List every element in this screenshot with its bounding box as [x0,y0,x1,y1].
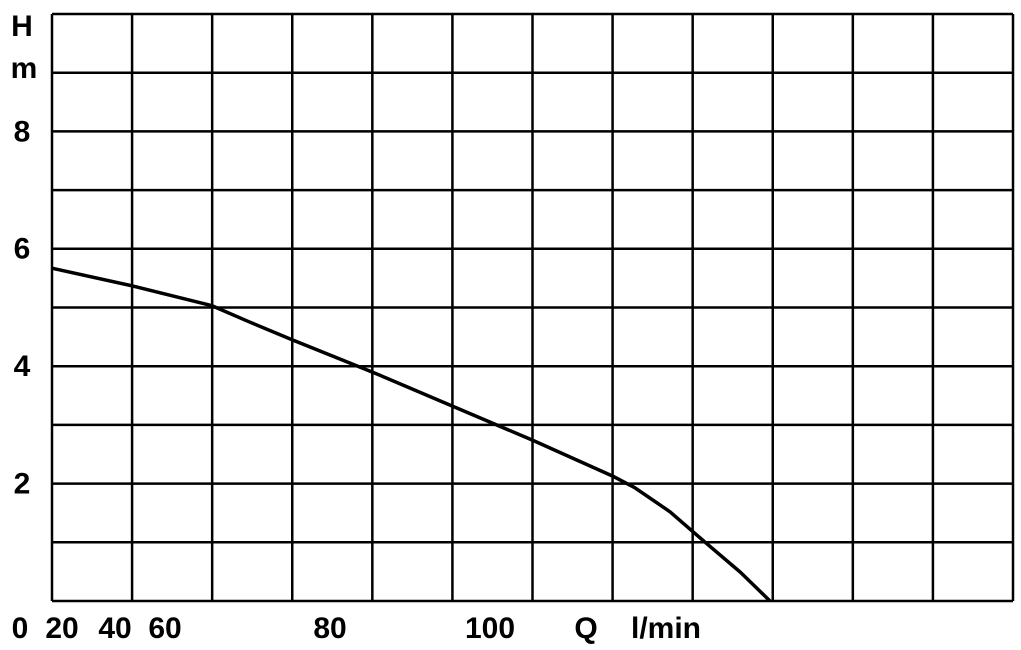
x-axis-unit: l/min [631,612,701,645]
x-tick-label: 40 [98,612,131,645]
x-tick-label: 60 [148,612,181,645]
y-tick-label: 8 [14,115,31,148]
y-tick-label: 4 [14,350,31,383]
x-tick-label: 20 [45,612,78,645]
x-tick-label: 0 [12,612,29,645]
y-tick-label: 6 [14,233,31,266]
x-tick-label: 80 [313,612,346,645]
y-tick-label: 2 [14,468,31,501]
curve [51,266,772,603]
x-tick-label: 100 [465,612,515,645]
y-axis-unit: m [11,52,38,85]
y-axis-label: H [11,10,33,43]
x-axis-label: Q [574,612,597,645]
